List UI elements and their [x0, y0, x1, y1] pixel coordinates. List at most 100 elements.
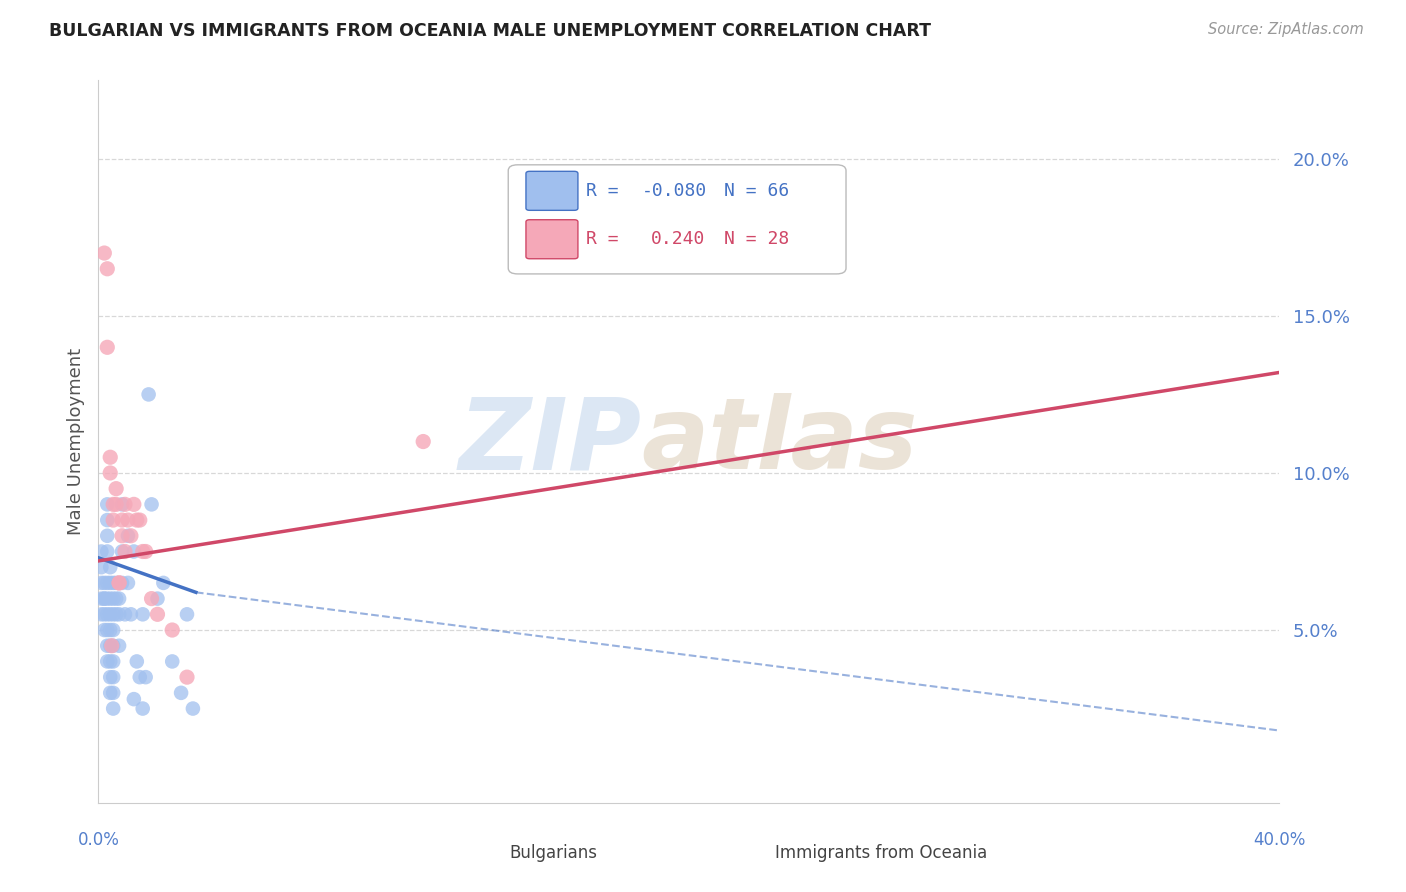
Point	[90, 607, 112, 622]
Point	[117, 529, 139, 543]
Point	[96, 639, 118, 653]
Text: N = 66: N = 66	[724, 182, 790, 200]
Point	[120, 529, 142, 543]
Point	[114, 497, 136, 511]
Point	[105, 591, 128, 606]
Point	[105, 482, 128, 496]
Point	[98, 686, 121, 700]
Point	[117, 513, 139, 527]
Point	[132, 544, 155, 558]
Point	[120, 607, 142, 622]
Text: R =: R =	[586, 230, 641, 248]
Point	[105, 575, 128, 590]
Point	[103, 591, 125, 606]
Point	[141, 591, 163, 606]
Point	[103, 655, 125, 669]
Point	[132, 701, 155, 715]
Point	[103, 686, 125, 700]
Text: 0.240: 0.240	[651, 230, 706, 248]
Point	[108, 575, 131, 590]
Point	[100, 639, 122, 653]
Point	[103, 670, 125, 684]
Point	[93, 591, 115, 606]
Point	[98, 607, 121, 622]
Point	[93, 575, 115, 590]
Text: BULGARIAN VS IMMIGRANTS FROM OCEANIA MALE UNEMPLOYMENT CORRELATION CHART: BULGARIAN VS IMMIGRANTS FROM OCEANIA MAL…	[49, 22, 931, 40]
Point	[125, 655, 148, 669]
Point	[98, 466, 121, 480]
Point	[96, 575, 118, 590]
Point	[103, 575, 125, 590]
Point	[96, 544, 118, 558]
Text: 40.0%: 40.0%	[1253, 831, 1306, 849]
Y-axis label: Male Unemployment: Male Unemployment	[66, 348, 84, 535]
Point	[141, 497, 163, 511]
Point	[176, 607, 198, 622]
Point	[117, 575, 139, 590]
Point	[412, 434, 434, 449]
Point	[111, 497, 134, 511]
Point	[103, 607, 125, 622]
Point	[103, 497, 125, 511]
Text: R =: R =	[586, 182, 630, 200]
Point	[128, 670, 150, 684]
Point	[93, 246, 115, 260]
Point	[105, 497, 128, 511]
FancyBboxPatch shape	[526, 171, 578, 211]
Point	[146, 607, 169, 622]
Point	[111, 544, 134, 558]
Point	[96, 513, 118, 527]
Point	[98, 591, 121, 606]
Point	[98, 575, 121, 590]
Point	[103, 513, 125, 527]
FancyBboxPatch shape	[727, 839, 765, 867]
FancyBboxPatch shape	[508, 165, 846, 274]
Point	[103, 701, 125, 715]
Point	[111, 513, 134, 527]
Point	[96, 261, 118, 276]
Point	[96, 497, 118, 511]
Point	[98, 655, 121, 669]
Point	[105, 607, 128, 622]
Point	[181, 701, 204, 715]
Point	[170, 686, 193, 700]
Point	[108, 639, 131, 653]
Point	[103, 623, 125, 637]
Point	[108, 575, 131, 590]
Point	[96, 623, 118, 637]
Point	[90, 591, 112, 606]
Point	[90, 575, 112, 590]
Point	[132, 607, 155, 622]
Point	[96, 591, 118, 606]
Point	[98, 670, 121, 684]
Text: atlas: atlas	[641, 393, 918, 490]
Point	[122, 497, 145, 511]
Point	[138, 387, 160, 401]
Point	[93, 607, 115, 622]
Point	[98, 450, 121, 465]
Point	[98, 623, 121, 637]
Text: ZIP: ZIP	[458, 393, 641, 490]
FancyBboxPatch shape	[526, 219, 578, 259]
Point	[122, 544, 145, 558]
Point	[122, 692, 145, 706]
FancyBboxPatch shape	[461, 839, 499, 867]
Point	[114, 544, 136, 558]
Point	[176, 670, 198, 684]
Point	[103, 639, 125, 653]
Point	[90, 544, 112, 558]
Point	[152, 575, 174, 590]
Point	[125, 513, 148, 527]
Text: Source: ZipAtlas.com: Source: ZipAtlas.com	[1208, 22, 1364, 37]
Text: 0.0%: 0.0%	[77, 831, 120, 849]
Point	[93, 591, 115, 606]
Point	[93, 623, 115, 637]
Point	[108, 607, 131, 622]
Point	[98, 639, 121, 653]
Point	[128, 513, 150, 527]
Point	[96, 607, 118, 622]
Point	[108, 591, 131, 606]
Point	[162, 655, 183, 669]
Point	[114, 607, 136, 622]
Point	[162, 623, 183, 637]
